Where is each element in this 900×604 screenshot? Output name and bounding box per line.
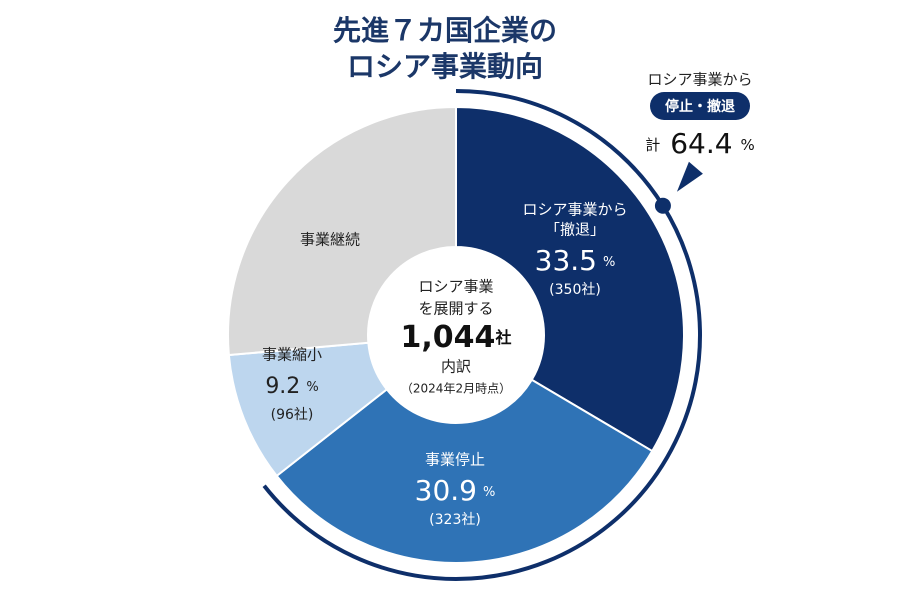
callout-prefix: 計: [645, 136, 660, 154]
pointer: [676, 161, 703, 192]
callout-number: 64.4: [670, 127, 732, 160]
arc-dot: [654, 197, 671, 214]
total-unit: 社: [494, 328, 511, 347]
callout-unit: %: [741, 136, 755, 154]
callout-text: ロシア事業から: [647, 71, 752, 89]
center-total: 1,044社: [401, 320, 512, 355]
value-number: 9.2: [265, 374, 300, 399]
center-text: 内訳: [441, 358, 471, 376]
value-unit: %: [306, 380, 318, 395]
chart-title: ロシア事業動向: [347, 50, 543, 83]
count-label: (323社): [429, 512, 481, 528]
chart-title: 先進７カ国企業の: [333, 14, 557, 47]
value-number: 30.9: [415, 474, 477, 507]
slice-label: 事業縮小: [262, 346, 322, 364]
slice-label: 事業停止: [425, 451, 485, 469]
center-hole: [368, 247, 544, 423]
count-label: (96社): [271, 407, 314, 423]
slice-label: 事業継続: [300, 231, 360, 249]
center-text: を展開する: [418, 300, 493, 318]
center-text: ロシア事業: [418, 278, 493, 296]
slice-label: 「撤退」: [545, 221, 605, 239]
slice-label: ロシア事業から: [522, 201, 627, 219]
total-arc: [262, 89, 702, 581]
callout-badge: [650, 92, 750, 120]
value-unit: %: [603, 255, 615, 270]
value-unit: %: [483, 485, 495, 500]
total-number: 1,044: [401, 320, 496, 355]
callout-badge-text: 停止・撤退: [665, 98, 735, 115]
center-note: （2024年2月時点）: [401, 382, 511, 396]
slice-value: 9.2%: [265, 374, 318, 399]
count-label: (350社): [549, 282, 601, 298]
callout-total: 計 64.4%: [645, 127, 755, 160]
slice-value: 30.9%: [415, 474, 496, 507]
slice-value: 33.5%: [535, 244, 616, 277]
value-number: 33.5: [535, 244, 597, 277]
